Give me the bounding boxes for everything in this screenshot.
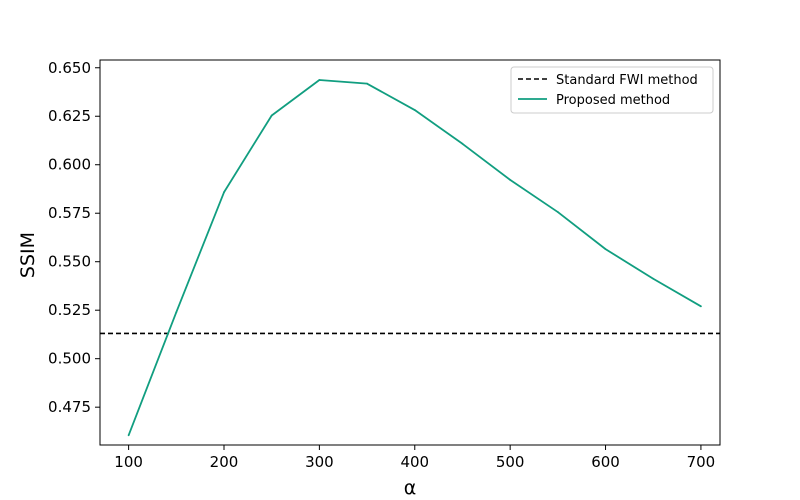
y-tick-label-7: 0.650	[48, 59, 91, 77]
x-axis-ticks: 100 200 300 400 500 600 700	[114, 445, 715, 471]
data-point-300	[318, 79, 321, 81]
x-tick-label-600: 600	[591, 453, 620, 471]
data-point-650	[652, 277, 655, 280]
y-axis-label: SSIM	[17, 232, 39, 278]
plot-area	[100, 79, 720, 437]
x-tick-label-500: 500	[496, 453, 525, 471]
x-axis-label: α	[404, 477, 417, 499]
x-tick-label-300: 300	[305, 453, 334, 471]
y-tick-label-6: 0.625	[48, 107, 91, 125]
data-point-500	[509, 178, 512, 181]
data-point-600	[604, 248, 607, 251]
x-tick-label-100: 100	[114, 453, 143, 471]
y-tick-label-4: 0.575	[48, 204, 91, 222]
y-tick-label-2: 0.525	[48, 301, 91, 319]
y-tick-label-5: 0.600	[48, 156, 91, 174]
data-point-150	[175, 311, 178, 314]
data-point-100	[127, 434, 130, 437]
legend-label-standard-fwi: Standard FWI method	[556, 73, 698, 88]
y-tick-label-0: 0.475	[48, 398, 91, 416]
x-tick-label-400: 400	[400, 453, 429, 471]
series-line-proposed-method	[127, 79, 702, 436]
data-point-400	[413, 109, 416, 111]
y-axis-ticks: 0.475 0.500 0.525 0.550 0.575 0.600 0.625 0.650	[48, 59, 100, 416]
legend-label-proposed: Proposed method	[556, 93, 670, 108]
data-point-200	[223, 191, 225, 194]
y-tick-label-3: 0.550	[48, 253, 91, 271]
legend-box	[510, 66, 714, 114]
legend: Standard FWI method Proposed method	[510, 66, 714, 114]
x-tick-label-200: 200	[210, 453, 239, 471]
data-point-450	[461, 142, 464, 145]
data-point-350	[366, 82, 368, 85]
data-point-700	[700, 305, 702, 308]
data-point-250	[270, 114, 273, 117]
axes-frame	[99, 59, 721, 446]
data-point-550	[556, 211, 559, 213]
y-tick-label-1: 0.500	[48, 350, 91, 368]
x-tick-label-700: 700	[687, 453, 716, 471]
